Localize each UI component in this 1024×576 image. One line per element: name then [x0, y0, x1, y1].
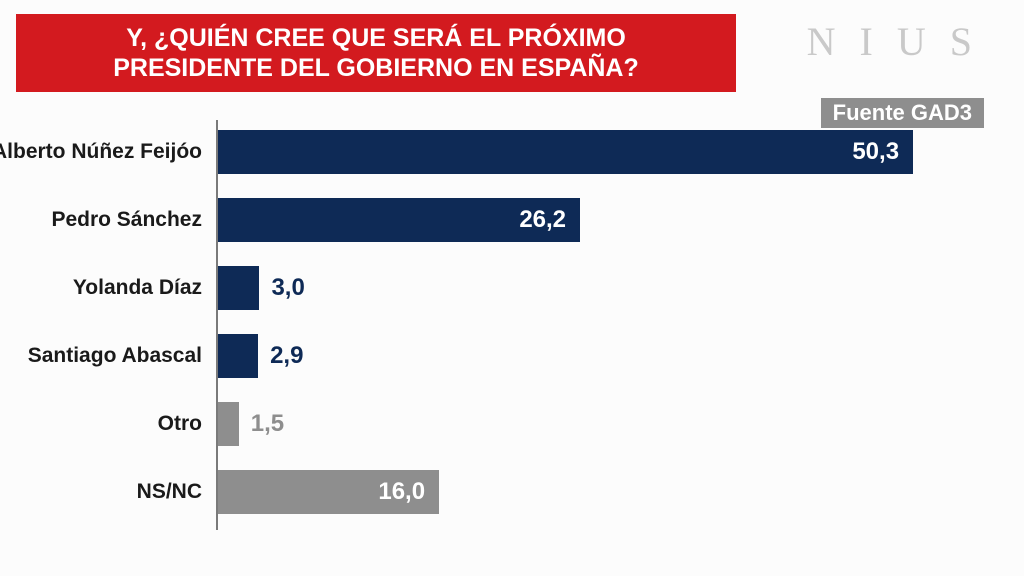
- bar-label: Pedro Sánchez: [51, 208, 216, 232]
- bar-label: Alberto Núñez Feijóo: [0, 140, 216, 164]
- bar: 3,0: [218, 266, 259, 310]
- bar-label: Santiago Abascal: [28, 344, 216, 368]
- bar-label: Otro: [158, 412, 216, 436]
- bar: 16,0: [218, 470, 439, 514]
- bar-value: 3,0: [259, 274, 304, 302]
- header-banner: Y, ¿QUIÉN CREE QUE SERÁ EL PRÓXIMO PRESI…: [16, 14, 736, 92]
- bar-value: 50,3: [852, 138, 899, 166]
- bar-row: Alberto Núñez Feijóo50,3: [216, 130, 976, 174]
- y-axis-line: [216, 120, 218, 530]
- bar-row: Yolanda Díaz3,0: [216, 266, 976, 310]
- bar-row: NS/NC16,0: [216, 470, 976, 514]
- bar-value: 26,2: [519, 206, 566, 234]
- bar: 50,3: [218, 130, 913, 174]
- header-title: Y, ¿QUIÉN CREE QUE SERÁ EL PRÓXIMO PRESI…: [46, 23, 706, 83]
- brand-logo: NIUS: [807, 18, 996, 65]
- bar: 2,9: [218, 334, 258, 378]
- bar-value: 1,5: [239, 410, 284, 438]
- bar-label: NS/NC: [137, 480, 216, 504]
- bar-row: Santiago Abascal2,9: [216, 334, 976, 378]
- bar-value: 16,0: [378, 478, 425, 506]
- bar: 1,5: [218, 402, 239, 446]
- bar-value: 2,9: [258, 342, 303, 370]
- bar-row: Pedro Sánchez26,2: [216, 198, 976, 242]
- bar-label: Yolanda Díaz: [73, 276, 216, 300]
- bar: 26,2: [218, 198, 580, 242]
- bar-chart: Alberto Núñez Feijóo50,3 Pedro Sánchez26,…: [216, 120, 976, 550]
- bar-row: Otro1,5: [216, 402, 976, 446]
